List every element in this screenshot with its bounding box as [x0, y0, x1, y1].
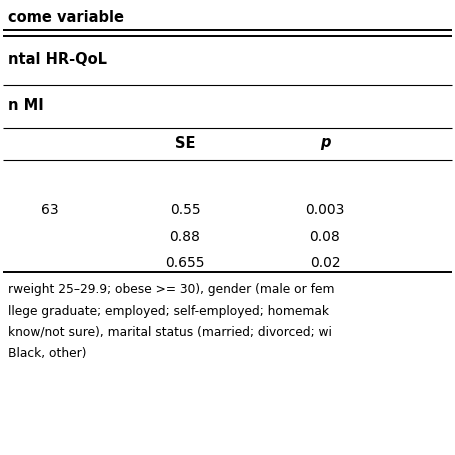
Text: 0.003: 0.003: [305, 203, 345, 217]
Text: Black, other): Black, other): [8, 347, 86, 359]
Text: 0.55: 0.55: [170, 203, 200, 217]
Text: 0.88: 0.88: [170, 230, 201, 244]
Text: 0.02: 0.02: [310, 256, 340, 270]
Text: know/not sure), marital status (married; divorced; wi: know/not sure), marital status (married;…: [8, 325, 332, 339]
Text: 0.655: 0.655: [165, 256, 205, 270]
Text: n MI: n MI: [8, 98, 44, 113]
Text: rweight 25–29.9; obese >= 30), gender (male or fem: rweight 25–29.9; obese >= 30), gender (m…: [8, 283, 334, 297]
Text: 0.08: 0.08: [309, 230, 340, 244]
Text: SE: SE: [175, 136, 195, 151]
Text: llege graduate; employed; self-employed; homemak: llege graduate; employed; self-employed;…: [8, 304, 329, 318]
Text: 63: 63: [41, 203, 59, 217]
Text: p: p: [320, 136, 330, 151]
Text: come variable: come variable: [8, 10, 124, 25]
Text: ntal HR-QoL: ntal HR-QoL: [8, 52, 107, 67]
